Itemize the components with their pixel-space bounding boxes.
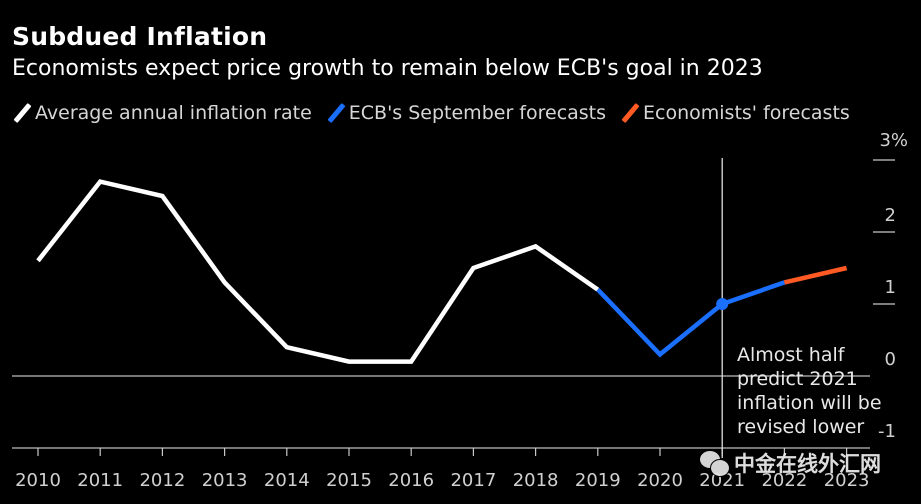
x-tick-label: 2021 bbox=[699, 470, 745, 491]
x-tick-label: 2015 bbox=[326, 470, 372, 491]
series-ecb-line bbox=[596, 280, 786, 358]
watermark-text: 中金在线外汇网 bbox=[734, 452, 881, 476]
x-tick-label: 2017 bbox=[450, 470, 496, 491]
series-actual-line bbox=[36, 179, 600, 364]
wechat-icon bbox=[700, 451, 730, 477]
y-tick-label: 3% bbox=[879, 130, 908, 151]
legend-item-actual: Average annual inflation rate bbox=[12, 102, 312, 124]
highlight-marker bbox=[716, 298, 729, 310]
x-tick-label: 2011 bbox=[77, 470, 123, 491]
y-tick-label: -1 bbox=[878, 421, 896, 442]
legend: Average annual inflation rate ECB's Sept… bbox=[12, 102, 864, 124]
legend-label-economists: Economists' forecasts bbox=[643, 102, 850, 124]
x-tick-label: 2010 bbox=[15, 470, 61, 491]
legend-label-ecb: ECB's September forecasts bbox=[348, 102, 607, 124]
x-tick-label: 2014 bbox=[264, 470, 310, 491]
x-tick-label: 2019 bbox=[575, 470, 621, 491]
axes: 3% 2 1 0 -1 2010 2011 2012 2013 2014 2015 2016 2017 2… bbox=[12, 130, 908, 491]
x-tick-label: 2022 bbox=[761, 470, 807, 491]
annotation-line-1: Almost half bbox=[737, 344, 846, 366]
x-tick-label: 2013 bbox=[202, 470, 248, 491]
x-tick-label: 2012 bbox=[139, 470, 185, 491]
series-group bbox=[36, 179, 848, 364]
legend-label-actual: Average annual inflation rate bbox=[35, 102, 312, 124]
annotation: Almost half predict 2021 inflation will … bbox=[737, 344, 882, 438]
chart-subtitle: Economists expect price growth to remain… bbox=[12, 56, 763, 81]
annotation-line-3: inflation will be bbox=[737, 392, 882, 414]
annotation-line-4: revised lower bbox=[737, 416, 864, 438]
x-tick-label: 2016 bbox=[388, 470, 434, 491]
x-tick-label: 2023 bbox=[824, 470, 870, 491]
y-tick-label: 2 bbox=[885, 205, 896, 226]
x-tick-label: 2018 bbox=[513, 470, 559, 491]
y-tick-label: 0 bbox=[885, 349, 896, 370]
x-tick-label: 2020 bbox=[637, 470, 683, 491]
series-economists-line bbox=[783, 265, 848, 285]
legend-item-economists: Economists' forecasts bbox=[620, 102, 850, 124]
watermark: 中金在线外汇网 bbox=[700, 448, 881, 478]
legend-item-ecb: ECB's September forecasts bbox=[326, 102, 606, 124]
chart-title: Subdued Inflation bbox=[12, 22, 268, 51]
annotation-line-2: predict 2021 bbox=[737, 368, 858, 390]
y-tick-label: 1 bbox=[885, 277, 896, 298]
